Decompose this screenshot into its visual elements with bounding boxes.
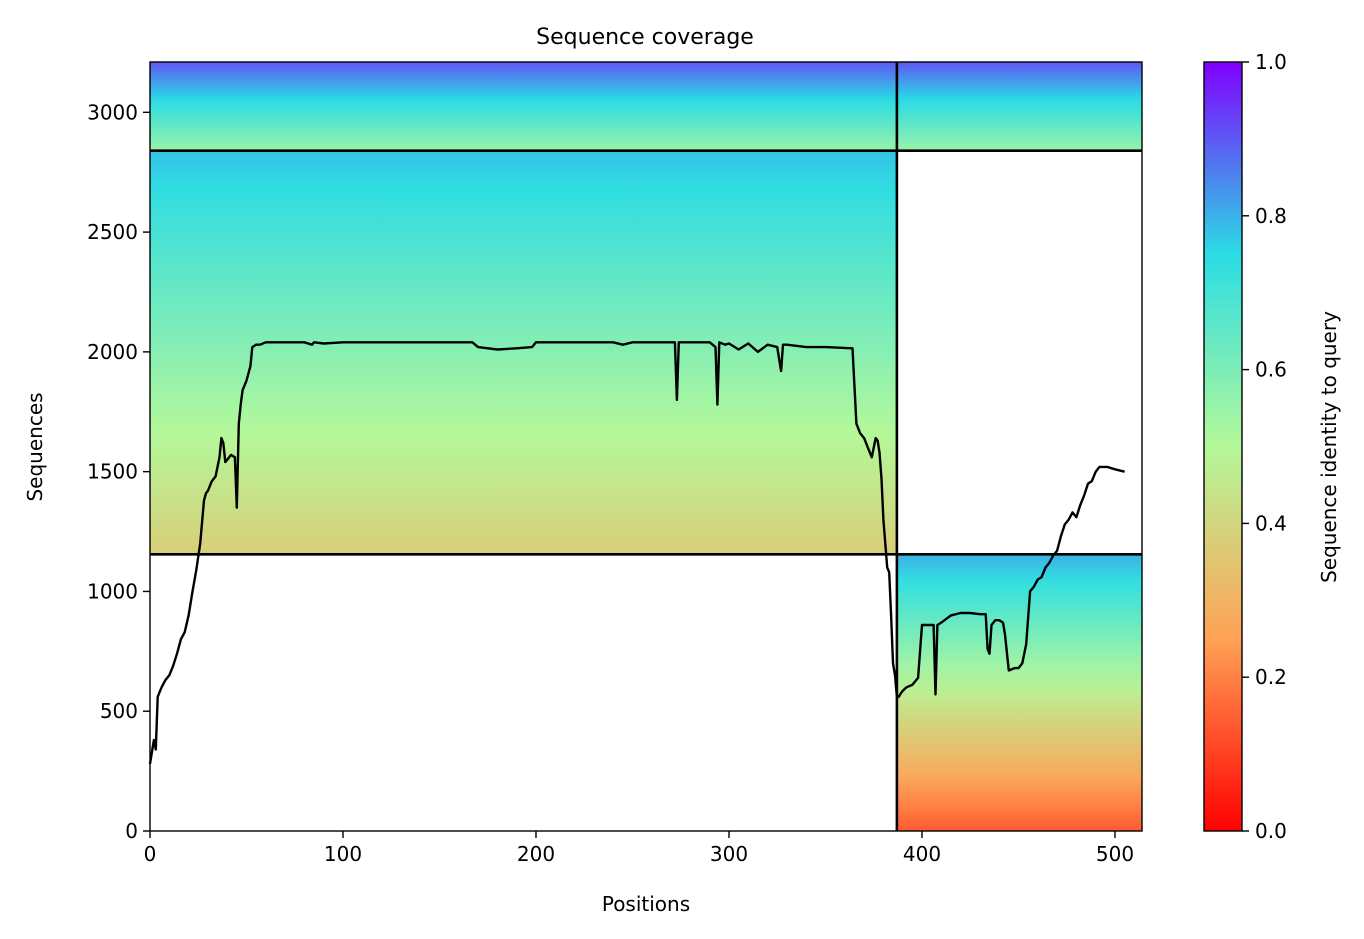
identity-block-middle-left <box>150 150 897 555</box>
y-tick-label: 500 <box>100 699 138 723</box>
y-tick-label: 1500 <box>87 460 138 484</box>
y-tick-label: 1000 <box>87 579 138 603</box>
x-tick-label: 100 <box>324 842 362 866</box>
colorbar-tick-label: 1.0 <box>1255 50 1287 74</box>
y-tick-label: 0 <box>125 819 138 843</box>
colorbar-ticks: 0.0 0.2 0.4 0.6 0.8 1.0 <box>1242 50 1287 843</box>
colorbar-tick-label: 0.8 <box>1255 204 1287 228</box>
colorbar-gradient <box>1203 61 1243 832</box>
coverage-line <box>148 341 1125 765</box>
x-tick-label: 300 <box>710 842 748 866</box>
colorbar: 0.0 0.2 0.4 0.6 0.8 1.0 Sequence identity to … <box>1203 50 1341 843</box>
x-tick-label: 0 <box>144 842 157 866</box>
chart-title: Sequence coverage <box>536 25 754 50</box>
colorbar-tick-label: 0.0 <box>1255 819 1287 843</box>
colorbar-tick-label: 0.6 <box>1255 358 1287 382</box>
identity-block-top <box>150 62 1142 151</box>
x-axis-ticks: 0 100 200 300 400 500 <box>144 831 1134 866</box>
plot-frame <box>149 61 1143 832</box>
x-tick-label: 500 <box>1096 842 1134 866</box>
y-axis-label: Sequences <box>23 392 47 501</box>
x-axis-label: Positions <box>602 892 690 916</box>
x-tick-label: 400 <box>903 842 941 866</box>
chain-boundaries <box>150 62 1142 831</box>
y-tick-label: 3000 <box>87 100 138 124</box>
plot-area <box>148 61 1143 832</box>
y-tick-label: 2500 <box>87 220 138 244</box>
colorbar-label: Sequence identity to query <box>1317 311 1341 583</box>
identity-blocks <box>150 62 1142 831</box>
x-tick-label: 200 <box>517 842 555 866</box>
colorbar-tick-label: 0.2 <box>1255 665 1287 689</box>
y-axis-ticks: 0 500 1000 1500 2000 2500 3000 <box>87 100 150 843</box>
y-tick-label: 2000 <box>87 340 138 364</box>
colorbar-tick-label: 0.4 <box>1255 511 1287 535</box>
identity-block-bottom-right <box>896 554 1142 831</box>
